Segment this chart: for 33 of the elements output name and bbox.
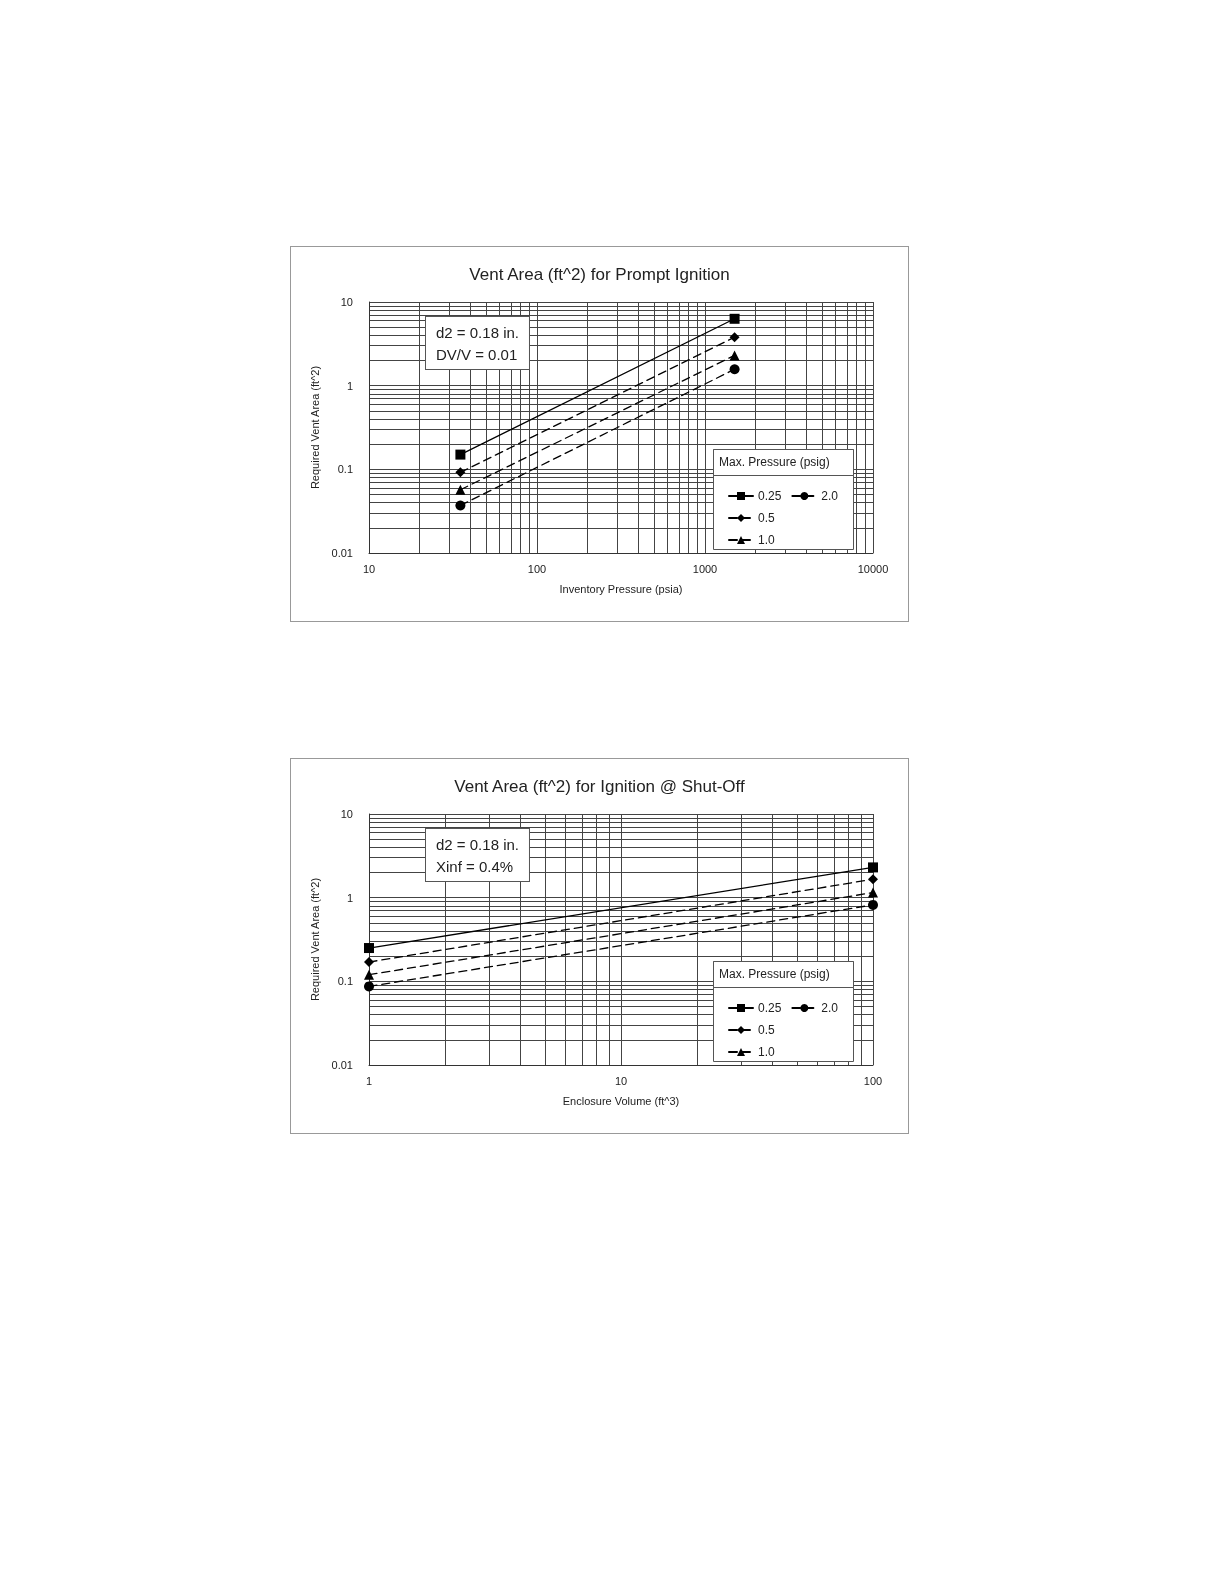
y-axis-title: Required Vent Area (ft^2) bbox=[309, 877, 322, 1002]
legend-title: Max. Pressure (psig) bbox=[719, 967, 830, 981]
x-axis-title: Enclosure Volume (ft^3) bbox=[562, 1094, 680, 1107]
chart-title: Vent Area (ft^2) for Ignition @ Shut-Off bbox=[454, 777, 745, 796]
x-tick-label: 10 bbox=[362, 562, 376, 575]
legend-label: 1.0 bbox=[758, 1045, 776, 1059]
y-tick-label: 0.01 bbox=[331, 547, 353, 559]
x-tick-label: 10 bbox=[614, 1074, 628, 1087]
y-tick-label: 10 bbox=[340, 296, 353, 308]
legend-label: 0.5 bbox=[758, 511, 776, 525]
x-tick-label: 1 bbox=[365, 1074, 373, 1087]
legend-label: 2.0 bbox=[821, 1001, 839, 1015]
y-tick-label: 10 bbox=[340, 808, 353, 820]
y-tick-label: 1 bbox=[346, 891, 353, 904]
legend-label: 1.0 bbox=[758, 533, 776, 547]
y-tick-label: 0.1 bbox=[337, 975, 353, 988]
y-tick-label: 0.01 bbox=[331, 1059, 353, 1071]
y-tick-label: 0.1 bbox=[337, 463, 353, 476]
x-axis-title: Inventory Pressure (psia) bbox=[559, 582, 683, 595]
legend-label: 2.0 bbox=[821, 489, 839, 503]
x-tick-label: 10000 bbox=[857, 562, 889, 575]
legend-label: 0.5 bbox=[758, 1023, 776, 1037]
y-axis-title: Required Vent Area (ft^2) bbox=[309, 365, 322, 490]
y-tick-label: 1 bbox=[346, 379, 353, 392]
annotation: d2 = 0.18 in. DV/V = 0.01 bbox=[436, 323, 519, 363]
chart-title: Vent Area (ft^2) for Prompt Ignition bbox=[469, 265, 730, 284]
x-tick-label: 1000 bbox=[692, 562, 718, 575]
annotation: d2 = 0.18 in. Xinf = 0.4% bbox=[436, 835, 519, 875]
legend-label: 0.25 bbox=[758, 489, 782, 503]
legend-label: 0.25 bbox=[758, 1001, 782, 1015]
x-tick-label: 100 bbox=[863, 1074, 883, 1087]
x-tick-label: 100 bbox=[527, 562, 547, 575]
legend-title: Max. Pressure (psig) bbox=[719, 455, 830, 469]
